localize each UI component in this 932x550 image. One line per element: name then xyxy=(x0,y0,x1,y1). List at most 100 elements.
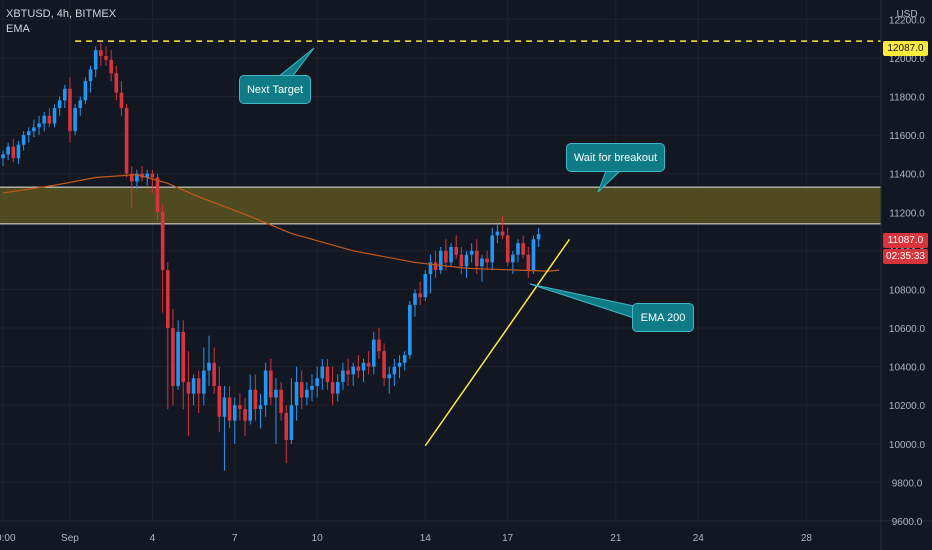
candle-body[interactable] xyxy=(171,328,175,386)
candle-body[interactable] xyxy=(536,234,541,240)
candle-body[interactable] xyxy=(320,366,325,379)
candle-body[interactable] xyxy=(397,362,402,367)
candle-body[interactable] xyxy=(500,231,505,236)
price-axis[interactable]: 9600.0 9800.0 10000.0 10200.0 10400.0 10600.0… xyxy=(889,15,926,528)
candle-body[interactable] xyxy=(516,243,520,255)
candle-body[interactable] xyxy=(449,246,453,263)
candle-body[interactable] xyxy=(135,173,139,182)
candle-body[interactable] xyxy=(526,254,531,271)
callout-wait-for-breakout[interactable]: Wait for breakout xyxy=(566,143,665,172)
candle-body[interactable] xyxy=(6,146,10,155)
candle-body[interactable] xyxy=(238,405,242,410)
candle-body[interactable] xyxy=(191,378,196,394)
candle-body[interactable] xyxy=(11,146,16,159)
candle-body[interactable] xyxy=(104,55,108,60)
candle-body[interactable] xyxy=(294,382,299,406)
candle-body[interactable] xyxy=(325,366,330,383)
resistance-zone[interactable] xyxy=(0,187,881,224)
candle-body[interactable] xyxy=(269,370,273,398)
candle-body[interactable] xyxy=(57,100,62,109)
indicator-legend[interactable]: EMA xyxy=(6,23,30,35)
candle-body[interactable] xyxy=(392,366,397,375)
candle-body[interactable] xyxy=(469,250,474,255)
candle-body[interactable] xyxy=(315,378,319,386)
candle-body[interactable] xyxy=(248,389,252,421)
candle-body[interactable] xyxy=(99,50,103,56)
candle-body[interactable] xyxy=(186,382,191,394)
ema-200-line[interactable] xyxy=(2,174,560,272)
candle-body[interactable] xyxy=(155,177,160,213)
candle-body[interactable] xyxy=(181,331,186,383)
candle-body[interactable] xyxy=(330,382,335,394)
candle-body[interactable] xyxy=(21,135,26,145)
candle-body[interactable] xyxy=(222,397,227,417)
candle-body[interactable] xyxy=(114,73,119,93)
candle-body[interactable] xyxy=(454,246,458,255)
candle-body[interactable] xyxy=(119,92,124,109)
candle-body[interactable] xyxy=(279,389,283,413)
candle-body[interactable] xyxy=(346,370,350,375)
candle-body[interactable] xyxy=(124,108,129,174)
candle-body[interactable] xyxy=(150,173,155,178)
candle-body[interactable] xyxy=(202,370,206,394)
candle-body[interactable] xyxy=(176,331,180,386)
candle-body[interactable] xyxy=(464,254,469,267)
candle-body[interactable] xyxy=(145,173,149,178)
candle-body[interactable] xyxy=(196,378,201,394)
candle-body[interactable] xyxy=(495,231,500,236)
candle-body[interactable] xyxy=(109,59,113,74)
candle-body[interactable] xyxy=(402,355,407,363)
candle-body[interactable] xyxy=(433,262,438,271)
candle-body[interactable] xyxy=(480,258,484,267)
candle-body[interactable] xyxy=(310,385,314,390)
candle-body[interactable] xyxy=(217,385,222,417)
candle-body[interactable] xyxy=(52,108,57,124)
candle-body[interactable] xyxy=(88,69,93,82)
candle-body[interactable] xyxy=(129,173,134,182)
candle-body[interactable] xyxy=(511,254,515,263)
candle-body[interactable] xyxy=(490,235,495,263)
candle-body[interactable] xyxy=(16,144,21,159)
candle-body[interactable] xyxy=(351,366,355,375)
candle-body[interactable] xyxy=(243,409,247,421)
candle-body[interactable] xyxy=(438,250,443,271)
candle-body[interactable] xyxy=(505,235,510,263)
candle-body[interactable] xyxy=(73,108,77,132)
candle-body[interactable] xyxy=(485,258,489,263)
candle-body[interactable] xyxy=(423,274,428,298)
candle-body[interactable] xyxy=(274,389,278,398)
symbol-legend[interactable]: XBTUSD, 4h, BITMEX xyxy=(6,8,117,20)
candle-body[interactable] xyxy=(521,243,525,255)
candle-body[interactable] xyxy=(68,88,72,132)
candle-body[interactable] xyxy=(475,250,479,267)
candle-body[interactable] xyxy=(212,362,216,386)
candle-body[interactable] xyxy=(263,370,268,406)
candle-body[interactable] xyxy=(47,115,52,124)
candle-body[interactable] xyxy=(372,339,376,367)
candle-body[interactable] xyxy=(1,154,5,159)
callout-ema-200[interactable]: EMA 200 xyxy=(632,303,694,332)
candle-body[interactable] xyxy=(160,212,165,271)
candle-body[interactable] xyxy=(78,100,83,109)
candle-body[interactable] xyxy=(83,81,88,101)
candle-body[interactable] xyxy=(63,88,67,101)
candle-body[interactable] xyxy=(366,362,371,367)
candle-body[interactable] xyxy=(284,412,289,440)
candle-body[interactable] xyxy=(387,374,392,379)
candle-body[interactable] xyxy=(418,293,422,298)
candle-body[interactable] xyxy=(207,362,211,371)
candle-body[interactable] xyxy=(37,123,41,128)
candle-body[interactable] xyxy=(361,362,366,371)
candle-body[interactable] xyxy=(93,50,98,70)
candle-body[interactable] xyxy=(356,366,361,371)
candle-body[interactable] xyxy=(382,351,386,379)
trendline[interactable] xyxy=(424,238,571,447)
candle-body[interactable] xyxy=(32,127,36,132)
candle-body[interactable] xyxy=(26,131,31,136)
candle-body[interactable] xyxy=(459,254,464,267)
candle-body[interactable] xyxy=(227,397,232,421)
candle-body[interactable] xyxy=(232,405,237,421)
time-axis[interactable]: 00:00 Sep 4 7 10 14 17 21 24 28 xyxy=(0,533,812,544)
